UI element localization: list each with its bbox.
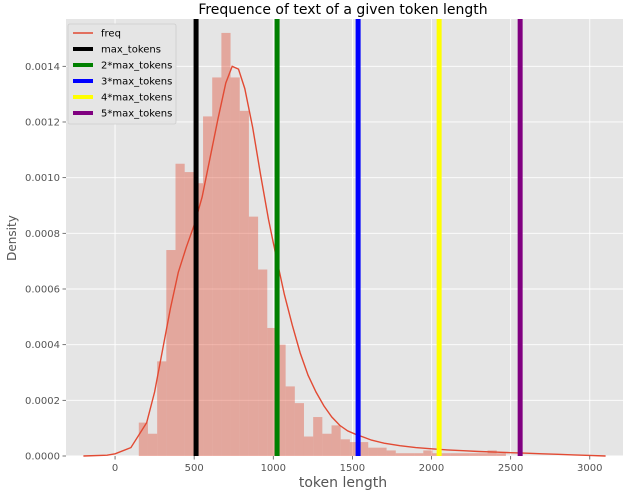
histogram-bar [496,453,506,456]
histogram-bar [239,110,249,456]
histogram-bar [487,450,497,456]
legend-box [67,23,177,125]
histogram-bar [157,361,167,456]
histogram-bar [267,327,277,456]
y-tick-label: 0.0010 [25,173,60,184]
histogram-bar [276,344,286,456]
y-tick-label: 0.0000 [25,452,60,463]
histogram-bar [478,453,488,456]
histogram-bar [230,77,240,456]
histogram-bar [340,439,350,456]
histogram-bar [377,447,387,456]
histogram-bar [258,269,268,456]
x-tick-label: 3000 [577,463,602,474]
histogram-bar [469,453,479,456]
legend-label: 3*max_tokens [101,77,172,88]
histogram-bar [212,77,222,456]
histogram-bar [138,422,148,456]
histogram-bar [331,425,341,456]
y-tick-label: 0.0014 [25,62,60,73]
x-tick-label: 0 [112,463,118,474]
kde-line [83,65,606,457]
x-tick-label: 2000 [419,463,444,474]
histogram-bar [147,433,158,456]
histogram-bar [166,250,176,456]
histogram-bar [221,32,231,456]
legend-label: 4*max_tokens [101,93,172,104]
vertical-lines [193,19,523,456]
histogram-bar [414,453,424,456]
histogram-bar [395,453,405,456]
y-tick-label: 0.0008 [25,229,60,240]
y-tick-label: 0.0006 [25,284,60,295]
y-tick-label: 0.0004 [25,340,60,351]
histogram-bar [285,386,295,456]
legend: freq max_tokens 2*max_tokens 3*max_tokens 4*… [67,23,177,125]
histogram-bar [248,216,259,456]
histogram-bar [404,453,415,456]
histogram-bar [386,450,396,456]
legend-label: 5*max_tokens [101,109,172,120]
histogram-bar [460,453,470,456]
kde [83,65,606,457]
histogram-bar [368,447,378,456]
histogram-bar [203,116,213,456]
x-axis-label: token length [299,475,387,491]
histogram-bar [184,172,194,456]
histogram-bar [175,163,185,456]
histogram-bar [423,450,433,456]
x-tick-label: 2500 [498,463,523,474]
histogram-bar [294,403,304,456]
histogram-bar [313,417,323,456]
y-axis-label: Density [5,215,19,261]
y-tick-label: 0.0012 [25,117,60,128]
x-tick-label: 1000 [261,463,286,474]
x-tick-label: 1500 [340,463,365,474]
histogram-bar [303,436,314,456]
grid [66,19,623,457]
histogram-bar [450,453,461,456]
x-tick-label: 500 [185,463,204,474]
y-tick-label: 0.0002 [25,396,60,407]
histogram-bar [359,442,369,456]
legend-label: freq [101,29,121,40]
histogram-bar [322,433,332,456]
legend-label: max_tokens [101,45,161,56]
histogram-bar [441,453,451,456]
legend-label: 2*max_tokens [101,61,172,72]
ticks: 0 500 1000 1500 2000 2500 3000 0.0000 0.0002 0.00… [25,62,602,474]
histogram-bar [349,442,360,456]
chart-title: Frequence of text of a given token lengt… [198,2,487,18]
